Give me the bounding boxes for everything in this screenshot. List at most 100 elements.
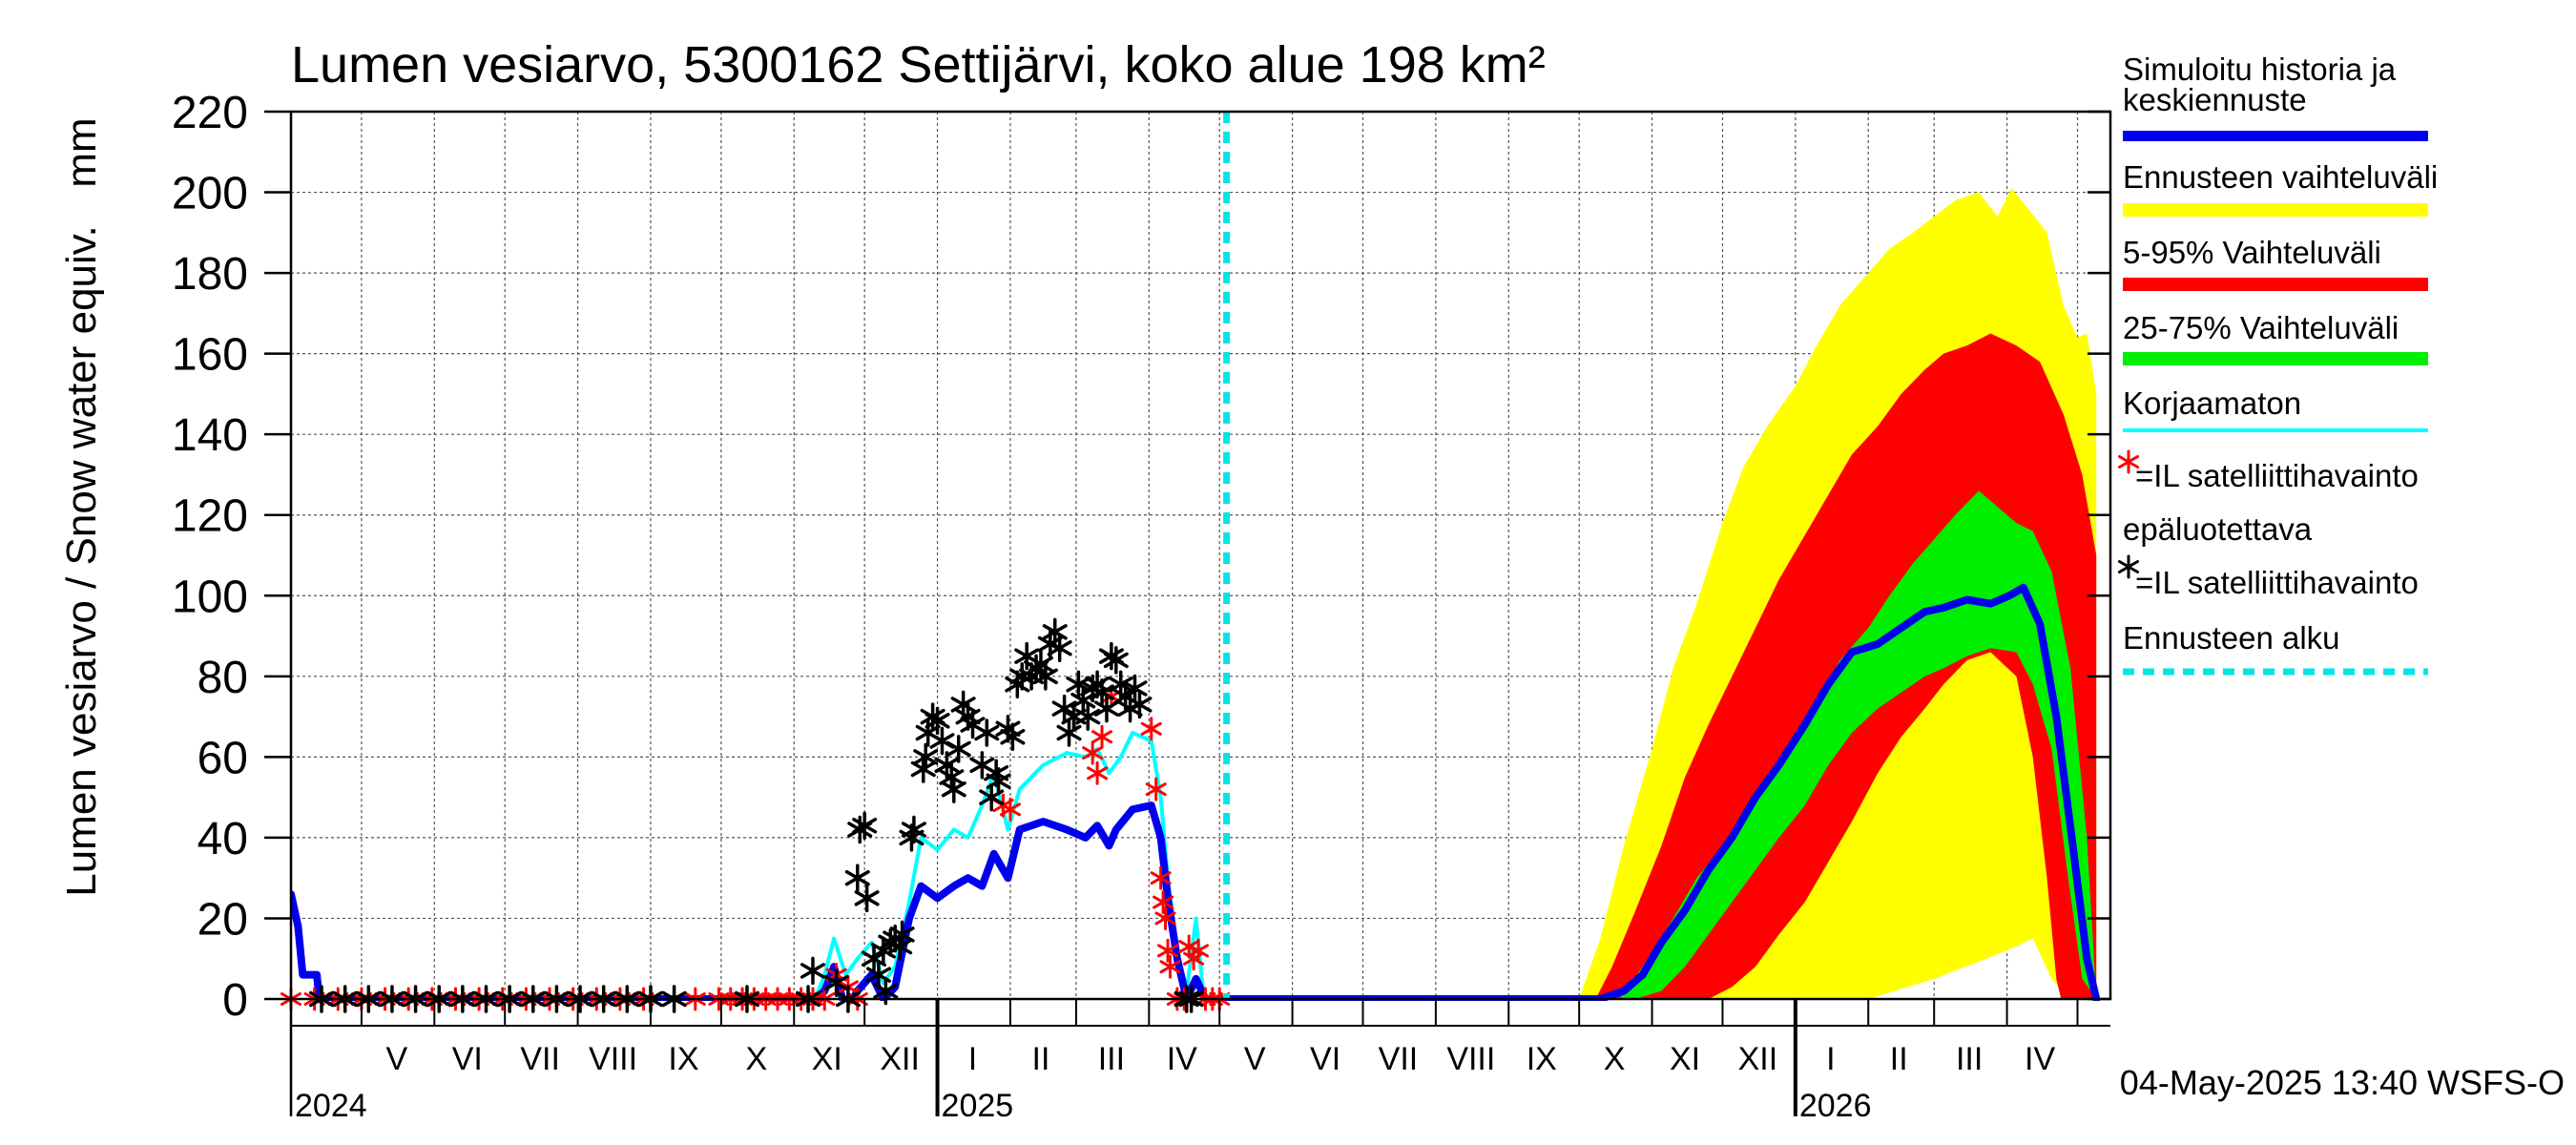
observation [1056,718,1082,747]
year-label: 2025 [942,1088,1014,1124]
month-label: I [968,1041,977,1077]
observation [1103,646,1129,675]
observation [823,968,849,997]
month-label: II [1890,1041,1908,1077]
band-25-75-vaihteluv-li [1619,490,2097,999]
observation [887,932,913,961]
month-label: VI [1310,1041,1340,1077]
month-label: XII [1738,1041,1778,1077]
y-tick-label: 80 [197,653,248,703]
series-line-simulated [291,583,2101,1001]
observation [974,718,1000,747]
plot-frame [289,110,2112,1001]
observation-unreliable [1082,740,1104,765]
month-label: V [1244,1041,1266,1077]
observation [1000,722,1026,751]
y-tick-label: 60 [197,733,248,783]
observation-unreliable [1154,906,1176,930]
month-label: IX [1527,1041,1557,1077]
observation [1066,670,1091,699]
year-label: 2026 [1799,1088,1872,1124]
legend-text-25-75: 25-75% Vaihteluväli [2123,310,2399,345]
month-label: IX [668,1041,698,1077]
legend-swatch-25-75 [2123,352,2428,365]
month-label: VIII [589,1041,637,1077]
observation [1093,694,1119,723]
y-tick-label: 0 [222,975,248,1026]
y-axis-label: Lumen vesiarvo / Snow water equiv. [58,225,105,897]
observation [1075,702,1101,731]
observation [1032,662,1058,691]
y-axis-unit: mm [58,117,105,187]
observation [1047,634,1072,662]
month-label: VII [1379,1041,1419,1077]
month-label: VII [520,1041,560,1077]
legend-text-unreliable: =IL satelliittihavainto [2135,458,2419,493]
observation-unreliable [1188,938,1210,963]
observation [1090,677,1115,707]
observation [986,766,1011,796]
observation-unreliable [1153,890,1174,915]
observation [910,755,936,783]
observation [913,742,939,772]
legend-swatch-forecast-range [2123,203,2428,217]
month-label: V [386,1041,408,1077]
legend-star-unreliable [2117,449,2140,474]
observation [1122,674,1148,703]
legend-text-5-95: 5-95% Vaihteluväli [2123,235,2381,270]
y-tick-label: 100 [172,572,248,622]
legend-swatch-simulated [2123,131,2428,141]
month-label: I [1826,1041,1835,1077]
month-label: IV [2025,1041,2055,1077]
y-tick-label: 140 [172,410,248,461]
legend-text-forecast-start: Ennusteen alku [2123,620,2340,656]
observation-unreliable [999,797,1021,822]
y-tick-label: 180 [172,249,248,300]
observation-unreliable [1150,865,1172,890]
observation-unreliable [1087,760,1109,785]
legend-swatch-5-95 [2123,278,2428,291]
observation [955,702,981,731]
legend-swatch-uncorrected [2123,428,2428,432]
legend-text-uncorrected: Korjaamaton [2123,385,2301,421]
observation [854,884,880,913]
y-axis-ticks: 0 20 40 60 80 100 120 140 160 180 200 220 [172,88,2110,1026]
observation [1085,670,1111,699]
observation [941,775,966,803]
observation [844,864,870,892]
observation [852,811,878,840]
month-label: X [745,1041,767,1077]
observation [862,944,887,973]
legend-text-forecast-range: Ennusteen vaihteluväli [2123,159,2438,195]
observation [901,815,926,844]
chart-title: Lumen vesiarvo, 5300162 Settijärvi, koko… [291,36,1546,94]
y-tick-label: 120 [172,491,248,542]
month-label: XI [1670,1041,1700,1077]
year-label: 2024 [295,1088,367,1124]
month-label: VI [452,1041,483,1077]
observation [945,735,971,763]
month-label: III [1098,1041,1125,1077]
month-label: II [1032,1041,1050,1077]
observation [939,762,965,792]
month-label: IV [1167,1041,1197,1077]
axes [289,110,2112,1116]
legend-text-observation: =IL satelliittihavainto [2135,565,2419,600]
y-tick-label: 160 [172,330,248,381]
observation [889,920,915,949]
observation-unreliable [1091,724,1113,749]
legend-text-unreliable-2: epäluotettava [2123,511,2313,547]
x-axis-ticks: V VI VII VIII IX X XI XII I II III IV V VI VII VIII IX X X… [295,999,2079,1124]
observation [800,956,825,986]
observation [995,715,1021,743]
observation [924,706,950,736]
series-line-uncorrected [291,731,1210,1001]
observation-unreliable [1145,777,1167,802]
observation [1127,690,1153,719]
legend-star-observation [2117,554,2140,579]
month-label: VIII [1446,1041,1495,1077]
month-label: XII [880,1041,920,1077]
y-tick-label: 20 [197,894,248,945]
